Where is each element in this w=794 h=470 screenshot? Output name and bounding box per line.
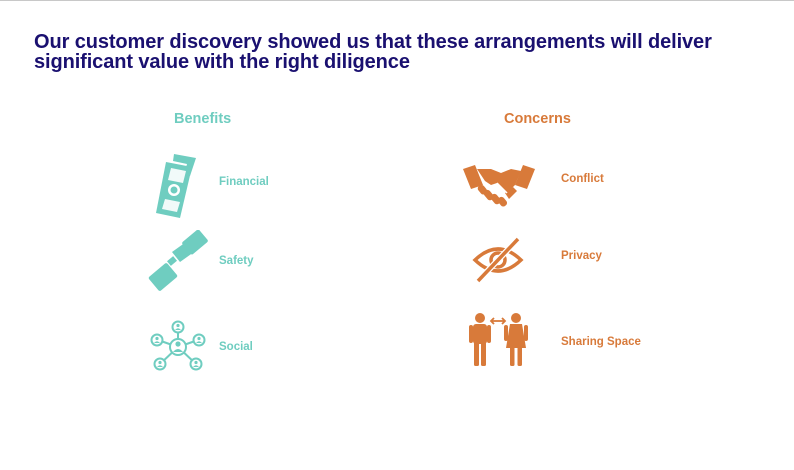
concern-label-conflict: Conflict [561, 173, 604, 185]
benefit-label-safety: Safety [219, 255, 254, 267]
network-icon [150, 320, 206, 371]
benefits-heading: Benefits [174, 111, 232, 127]
benefit-label-social: Social [219, 341, 253, 353]
benefit-label-financial: Financial [219, 176, 269, 188]
eye-slash-icon [472, 236, 524, 284]
people-icon [469, 313, 528, 366]
seatbelt-icon [148, 230, 208, 291]
concerns-heading: Concerns [504, 111, 571, 127]
top-divider [0, 0, 794, 1]
slide-title: Our customer discovery showed us that th… [34, 31, 712, 73]
concern-label-sharing-space: Sharing Space [561, 336, 641, 348]
handshake-icon [463, 165, 535, 207]
money-icon [156, 154, 196, 218]
concern-label-privacy: Privacy [561, 250, 602, 262]
